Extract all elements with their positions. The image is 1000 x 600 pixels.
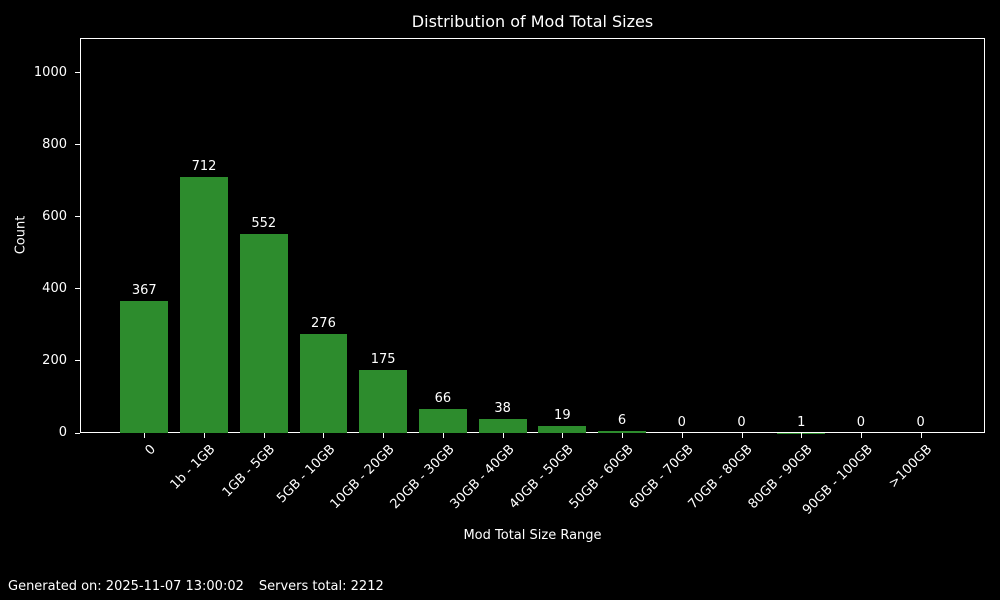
y-tick-mark — [75, 288, 80, 290]
bar-value-label: 38 — [494, 401, 511, 417]
y-axis-label: Count — [13, 215, 29, 255]
x-tick-mark — [801, 433, 803, 438]
y-tick-mark — [75, 432, 80, 434]
x-tick-mark — [144, 433, 146, 438]
bar-value-label: 0 — [737, 415, 746, 430]
y-tick-label: 200 — [42, 352, 67, 368]
bar-value-label: 0 — [856, 415, 866, 430]
bar — [299, 333, 348, 433]
x-tick-label: 1b - 1GB — [167, 442, 219, 493]
x-tick-mark — [920, 433, 922, 438]
x-tick-mark — [562, 433, 564, 438]
chart-title: Distribution of Mod Total Sizes — [411, 12, 654, 31]
bar — [239, 234, 288, 433]
bar-value-label: 19 — [554, 408, 571, 424]
bar — [180, 176, 228, 433]
x-tick-label: >100GB — [885, 442, 936, 492]
x-tick-label: 1GB - 5GB — [220, 442, 279, 501]
x-tick-mark — [442, 433, 444, 438]
x-tick-mark — [502, 433, 504, 438]
bar-value-label: 367 — [131, 282, 157, 298]
x-tick-label: 0 — [142, 442, 159, 459]
footer: Generated on: 2025-11-07 13:00:02 Server… — [8, 579, 384, 594]
bar-value-label: 1 — [797, 414, 806, 430]
x-tick-mark — [263, 433, 265, 438]
y-tick-label: 1000 — [33, 64, 67, 80]
x-tick-label: 5GB - 10GB — [273, 442, 339, 507]
x-tick-mark — [204, 433, 206, 438]
x-tick-mark — [622, 433, 624, 438]
bar-value-label: 0 — [677, 415, 686, 430]
bar-value-label: 66 — [434, 391, 452, 407]
y-tick-mark — [75, 360, 80, 362]
x-tick-mark — [860, 433, 862, 438]
y-tick-label: 600 — [42, 208, 67, 224]
bar — [478, 419, 527, 433]
footer-servers-total: Servers total: 2212 — [258, 579, 384, 594]
y-tick-label: 800 — [42, 136, 67, 152]
y-tick-mark — [75, 216, 80, 218]
bar-value-label: 6 — [617, 412, 627, 428]
x-tick-mark — [323, 433, 325, 438]
y-tick-mark — [75, 72, 80, 74]
bar-value-label: 712 — [191, 158, 217, 174]
plot-area — [80, 38, 985, 433]
bar-value-label: 276 — [311, 315, 336, 331]
bar — [359, 369, 408, 433]
bar — [419, 409, 467, 433]
y-tick-mark — [75, 144, 80, 146]
y-tick-label: 400 — [42, 280, 67, 296]
x-tick-mark — [741, 433, 743, 438]
x-tick-mark — [681, 433, 683, 438]
bar-value-label: 0 — [916, 415, 925, 430]
bar-value-label: 175 — [370, 351, 396, 367]
bar — [538, 426, 587, 433]
y-tick-label: 0 — [58, 425, 67, 440]
x-tick-mark — [383, 433, 385, 438]
footer-generated-timestamp: Generated on: 2025-11-07 13:00:02 — [8, 579, 244, 594]
bar-value-label: 552 — [251, 216, 277, 232]
bar — [120, 300, 169, 433]
x-axis-label: Mod Total Size Range — [463, 528, 602, 543]
bar — [598, 430, 646, 433]
